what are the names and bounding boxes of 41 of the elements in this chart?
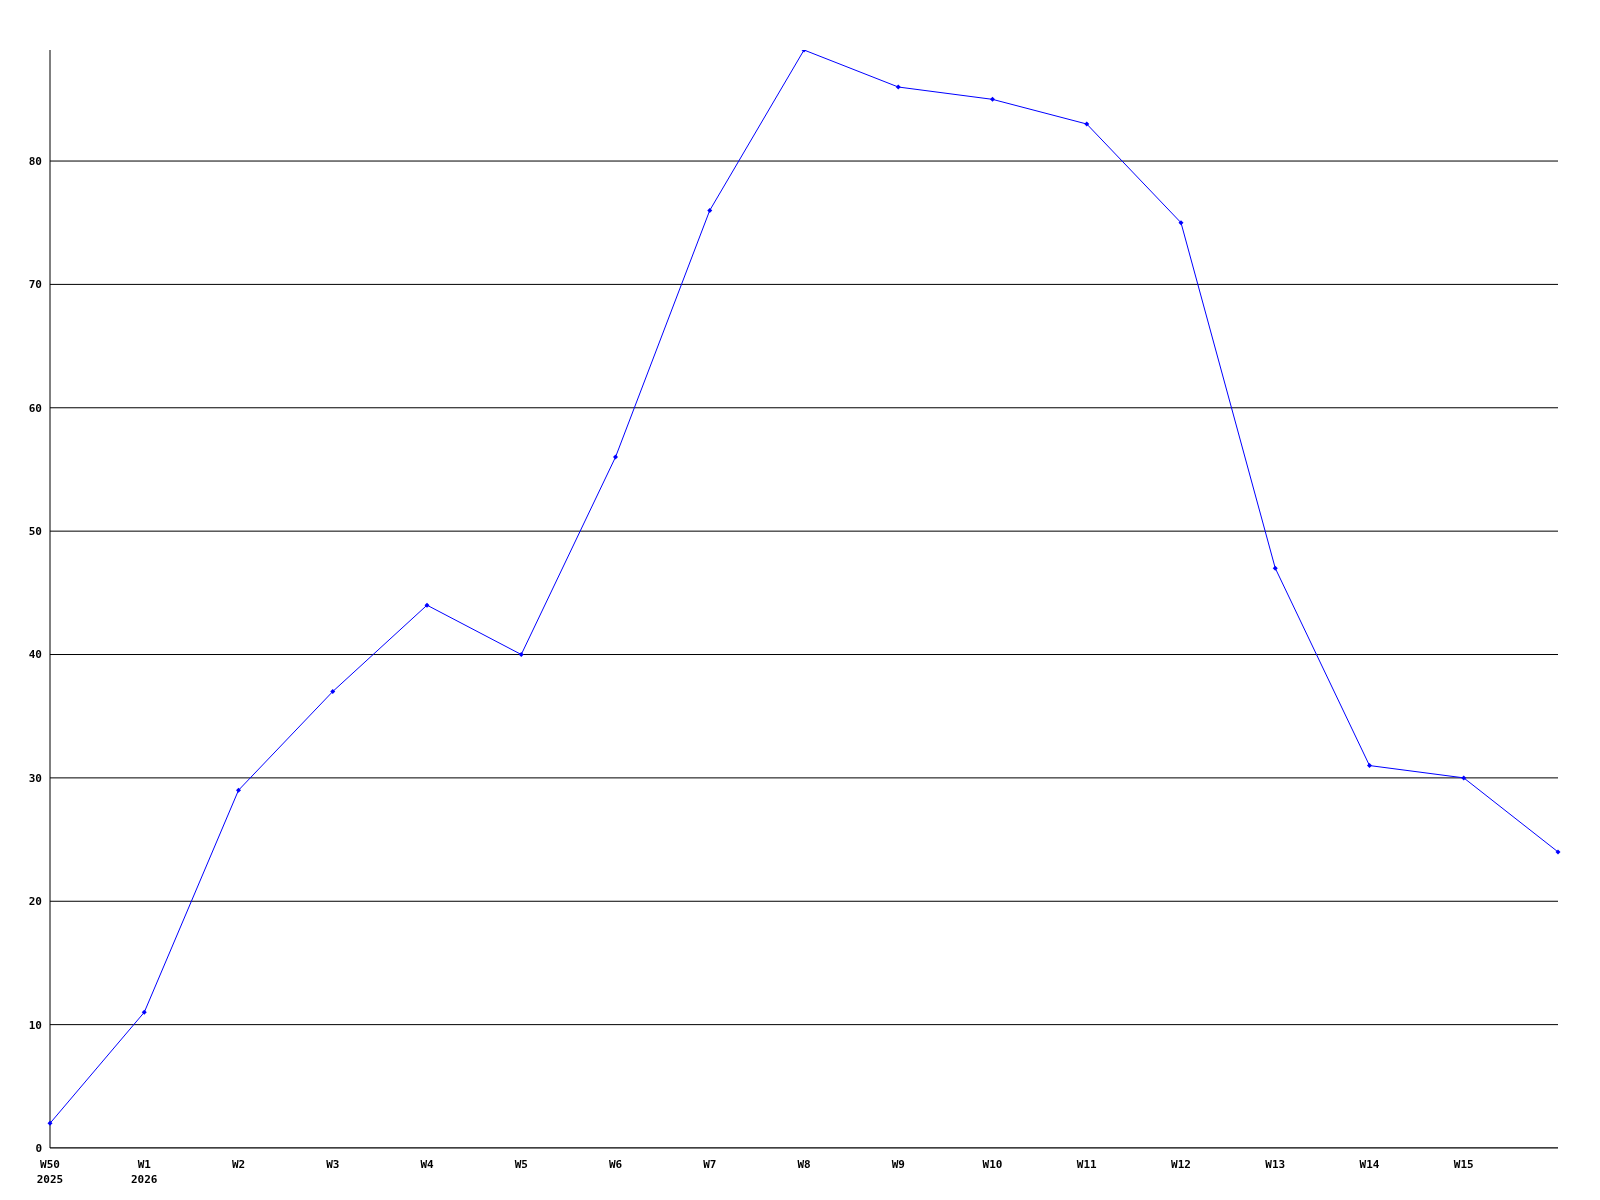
point <box>1367 763 1372 769</box>
x-tick-label: W13 <box>1265 1158 1286 1171</box>
point <box>518 652 524 658</box>
point <box>330 689 336 695</box>
x-tick-label: W3 <box>326 1158 340 1171</box>
y-tick-label: 70 <box>28 278 42 292</box>
point <box>236 787 241 793</box>
point <box>1272 565 1278 571</box>
x-tick-label: W9 <box>891 1158 905 1171</box>
y-tick-label: 60 <box>28 401 42 415</box>
x-tick-label: W7 <box>703 1158 717 1171</box>
point <box>47 1120 53 1126</box>
y-tick-label: 20 <box>28 895 42 909</box>
x-tick-label: W4 <box>420 1158 434 1171</box>
x-tick-label: W10 <box>982 1158 1003 1171</box>
y-tick-label: 40 <box>28 648 42 662</box>
point <box>1555 849 1561 855</box>
point <box>1178 220 1184 226</box>
x-tick-label: W2 <box>231 1158 246 1171</box>
point <box>707 207 713 213</box>
x-tick-label: W1 2026 <box>131 1158 158 1186</box>
y-tick-label: 30 <box>28 771 42 785</box>
point <box>895 84 901 90</box>
x-tick-label: W50 2025 <box>36 1158 64 1186</box>
x-tick-label: W8 <box>797 1158 811 1171</box>
y-tick-label: 0 <box>35 1141 42 1155</box>
x-tick-label: W5 <box>514 1158 528 1171</box>
point <box>1084 121 1090 127</box>
y-tick-label: 50 <box>28 525 42 539</box>
x-tick-label: W11 <box>1076 1158 1098 1171</box>
point <box>990 96 995 102</box>
x-tick-label: W14 <box>1359 1158 1380 1171</box>
point <box>1461 775 1467 781</box>
y-tick-label: 10 <box>28 1018 42 1032</box>
x-tick-label: W12 <box>1171 1158 1191 1171</box>
point <box>613 454 618 460</box>
point <box>424 602 430 608</box>
point <box>141 1009 147 1015</box>
y-tick-label: 80 <box>28 154 42 168</box>
x-tick-label: W6 <box>608 1158 623 1171</box>
x-tick-label: W15 <box>1453 1158 1474 1171</box>
